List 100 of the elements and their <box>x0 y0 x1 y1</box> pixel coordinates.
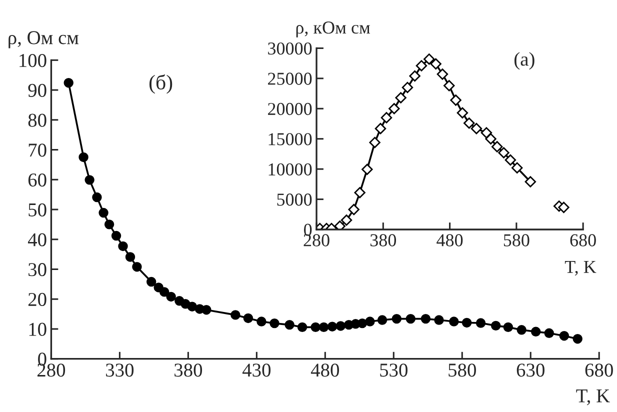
point <box>476 318 486 328</box>
y-tick-label: 10 <box>29 322 46 336</box>
point <box>464 118 475 129</box>
point <box>480 127 492 138</box>
y-tick-label: 10000 <box>268 163 312 176</box>
x-tick-label: 680 <box>585 364 613 377</box>
point <box>430 58 442 70</box>
x-axis-title: T, K <box>564 261 596 276</box>
point <box>146 276 156 287</box>
point <box>416 60 428 72</box>
point <box>230 310 240 320</box>
point <box>92 192 102 202</box>
point <box>485 133 496 144</box>
y-axis-title: ρ, кОм см <box>296 22 370 38</box>
x-tick-label: 680 <box>570 234 596 246</box>
point <box>392 314 402 324</box>
point <box>406 314 416 324</box>
y-tick-label: 15000 <box>268 133 312 146</box>
point <box>202 305 212 315</box>
annotation: (б) <box>149 74 172 94</box>
y-tick-label: 60 <box>28 173 46 187</box>
x-tick-label: 280 <box>304 234 330 246</box>
point <box>503 322 514 332</box>
point <box>504 154 516 166</box>
point <box>98 208 108 218</box>
y-tick-label: 80 <box>28 114 46 127</box>
point <box>118 241 128 252</box>
y-tick-label: 20000 <box>268 102 312 116</box>
y-tick-label: 50 <box>28 203 46 216</box>
point <box>498 147 510 158</box>
point <box>348 204 360 216</box>
point <box>340 214 352 226</box>
point <box>104 220 114 230</box>
y-tick-label: 0 <box>304 224 312 236</box>
point <box>456 107 468 118</box>
point <box>490 320 501 331</box>
point <box>310 322 320 332</box>
point <box>78 152 88 162</box>
point <box>530 326 541 337</box>
point <box>125 252 136 262</box>
point <box>132 262 142 272</box>
point <box>559 330 570 341</box>
point <box>354 187 366 198</box>
x-tick-label: 580 <box>448 364 476 377</box>
point <box>365 316 375 326</box>
point <box>388 103 400 114</box>
point <box>64 78 74 88</box>
point <box>420 314 431 324</box>
y-tick-label: 70 <box>28 144 46 157</box>
y-tick-label: 30 <box>28 263 46 276</box>
point <box>362 164 373 175</box>
point <box>187 302 198 312</box>
x-tick-label: 330 <box>106 364 134 377</box>
point <box>369 136 380 148</box>
x-tick-label: 480 <box>436 234 463 246</box>
point <box>380 112 392 124</box>
point <box>357 318 368 328</box>
point <box>159 287 170 297</box>
point <box>524 176 536 188</box>
y-tick-label: 30000 <box>268 42 312 55</box>
point <box>436 68 448 80</box>
point <box>402 82 414 94</box>
y-tick-label: 40 <box>28 233 46 246</box>
y-tick-label: 0 <box>38 352 46 366</box>
point <box>516 325 526 335</box>
point <box>409 70 420 82</box>
y-tick-label: 25000 <box>268 72 312 85</box>
point <box>374 122 386 134</box>
x-tick-label: 480 <box>310 364 339 377</box>
point <box>492 141 503 152</box>
annotation: (а) <box>514 52 534 70</box>
x-tick-label: 280 <box>37 364 66 377</box>
point <box>558 202 570 214</box>
y-tick-label: 90 <box>28 84 46 97</box>
point <box>256 316 266 326</box>
x-tick-label: 380 <box>174 364 202 377</box>
y-tick-label: 100 <box>20 54 46 68</box>
y-tick-label: 5000 <box>277 194 312 206</box>
x-axis-title: T, K <box>576 389 610 406</box>
point <box>111 230 122 241</box>
point <box>434 315 444 325</box>
point <box>84 175 94 185</box>
point <box>462 318 472 328</box>
x-tick-label: 630 <box>516 364 544 377</box>
point <box>327 322 338 332</box>
point <box>243 313 254 324</box>
point <box>449 316 459 326</box>
point <box>444 80 455 92</box>
point <box>470 122 482 134</box>
point <box>424 53 435 65</box>
x-tick-label: 580 <box>504 234 530 246</box>
point <box>395 92 406 104</box>
x-tick-label: 380 <box>370 234 396 246</box>
point <box>318 322 329 332</box>
point <box>572 334 582 344</box>
point <box>377 315 388 325</box>
point <box>336 321 346 331</box>
point <box>544 328 554 338</box>
point <box>166 292 176 302</box>
point <box>270 318 280 328</box>
